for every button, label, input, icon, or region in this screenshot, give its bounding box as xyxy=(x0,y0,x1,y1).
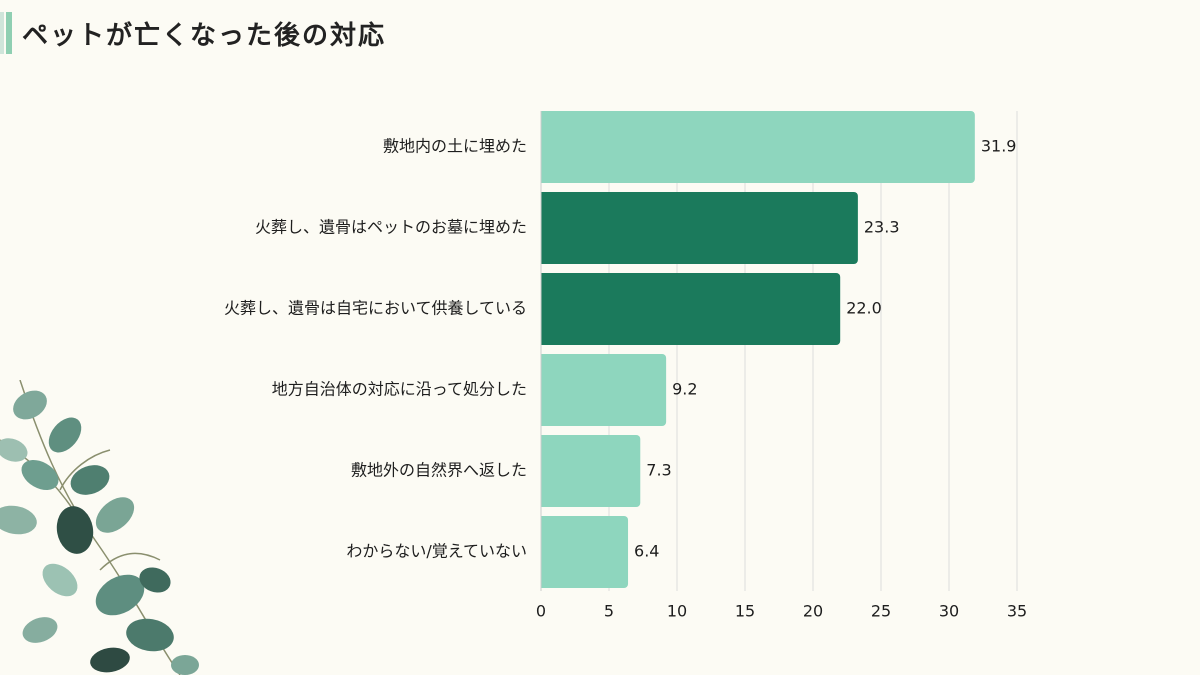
bar-edge xyxy=(541,273,547,345)
x-tick-label: 35 xyxy=(1007,602,1027,621)
bar-edge xyxy=(541,435,547,507)
category-label: 火葬し、遺骨は自宅において供養している xyxy=(224,299,527,318)
value-label: 23.3 xyxy=(864,218,900,237)
value-label: 7.3 xyxy=(646,461,671,480)
category-label: 敷地外の自然界へ返した xyxy=(351,461,527,480)
category-label: わからない/覚えていない xyxy=(346,542,527,561)
value-label: 9.2 xyxy=(672,380,697,399)
eucalyptus-decoration-icon xyxy=(0,380,199,675)
bar-edge xyxy=(541,111,547,183)
x-tick-label: 0 xyxy=(536,602,546,621)
x-tick-label: 15 xyxy=(735,602,755,621)
bar-edge xyxy=(541,354,547,426)
bar xyxy=(541,516,629,588)
title-accent xyxy=(6,12,12,54)
x-tick-label: 30 xyxy=(939,602,959,621)
x-tick-label: 5 xyxy=(604,602,614,621)
value-label: 22.0 xyxy=(846,299,882,318)
bar xyxy=(541,192,858,264)
title-bar: ペットが亡くなった後の対応 xyxy=(0,12,386,54)
value-label: 31.9 xyxy=(981,137,1017,156)
x-tick-label: 20 xyxy=(803,602,823,621)
bar xyxy=(541,273,841,345)
page-title: ペットが亡くなった後の対応 xyxy=(22,20,387,51)
bar-edge xyxy=(541,516,547,588)
bar xyxy=(541,111,975,183)
title-accent-light xyxy=(0,12,4,54)
bar xyxy=(541,354,667,426)
category-label: 火葬し、遺骨はペットのお墓に埋めた xyxy=(255,218,527,237)
category-label: 地方自治体の対応に沿って処分した xyxy=(272,380,527,399)
x-tick-label: 10 xyxy=(667,602,687,621)
bar xyxy=(541,435,641,507)
bar-edge xyxy=(541,192,547,264)
x-tick-label: 25 xyxy=(871,602,891,621)
value-label: 6.4 xyxy=(634,542,659,561)
category-label: 敷地内の土に埋めた xyxy=(383,137,527,156)
